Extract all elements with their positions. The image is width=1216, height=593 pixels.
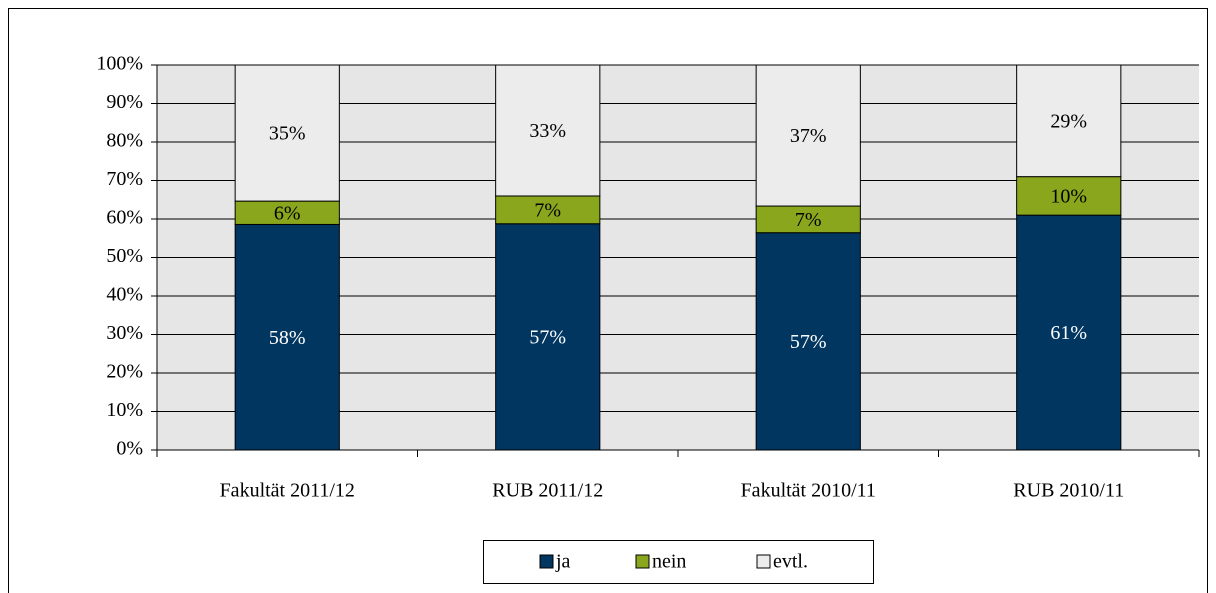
data-label: 57% <box>790 331 827 353</box>
data-label: 10% <box>1050 185 1087 207</box>
y-tick-label: 50% <box>106 245 143 267</box>
y-tick-label: 70% <box>106 168 143 190</box>
legend-swatch <box>635 554 650 569</box>
bar-segment <box>1016 214 1122 451</box>
legend-label: evtl. <box>773 551 808 573</box>
bar-segment <box>755 205 861 234</box>
bar-segment <box>1016 176 1122 216</box>
legend-label: nein <box>652 551 686 573</box>
data-label: 6% <box>274 202 301 224</box>
data-label: 33% <box>529 120 566 142</box>
x-tick-label: Fakultät 2011/12 <box>220 480 355 502</box>
data-label: 37% <box>790 125 827 147</box>
data-label: 58% <box>269 327 306 349</box>
bar-segment <box>1016 64 1122 178</box>
bar-segment <box>755 232 861 451</box>
data-label: 7% <box>795 209 822 231</box>
data-label: 35% <box>269 123 306 145</box>
bar-segment <box>495 64 601 197</box>
y-tick-label: 60% <box>106 207 143 229</box>
y-tick-label: 30% <box>106 322 143 344</box>
data-label: 7% <box>534 199 561 221</box>
bar-segment <box>234 64 340 202</box>
y-tick-label: 100% <box>96 53 143 75</box>
legend-swatch <box>756 554 771 569</box>
y-tick-label: 80% <box>106 130 143 152</box>
x-tick-label: RUB 2010/11 <box>1013 480 1124 502</box>
legend-label: ja <box>555 551 571 573</box>
x-tick-label: RUB 2011/12 <box>492 480 603 502</box>
y-tick-label: 0% <box>116 438 143 460</box>
data-label: 61% <box>1050 322 1087 344</box>
y-tick-label: 20% <box>106 361 143 383</box>
x-tick-label: Fakultät 2010/11 <box>741 480 876 502</box>
bar-segment <box>495 195 601 225</box>
legend-swatch <box>539 554 554 569</box>
data-label: 29% <box>1050 110 1087 132</box>
y-tick-label: 90% <box>106 91 143 113</box>
y-tick-label: 10% <box>106 399 143 421</box>
data-label: 57% <box>529 326 566 348</box>
y-tick-label: 40% <box>106 284 143 306</box>
bar-segment <box>755 64 861 207</box>
